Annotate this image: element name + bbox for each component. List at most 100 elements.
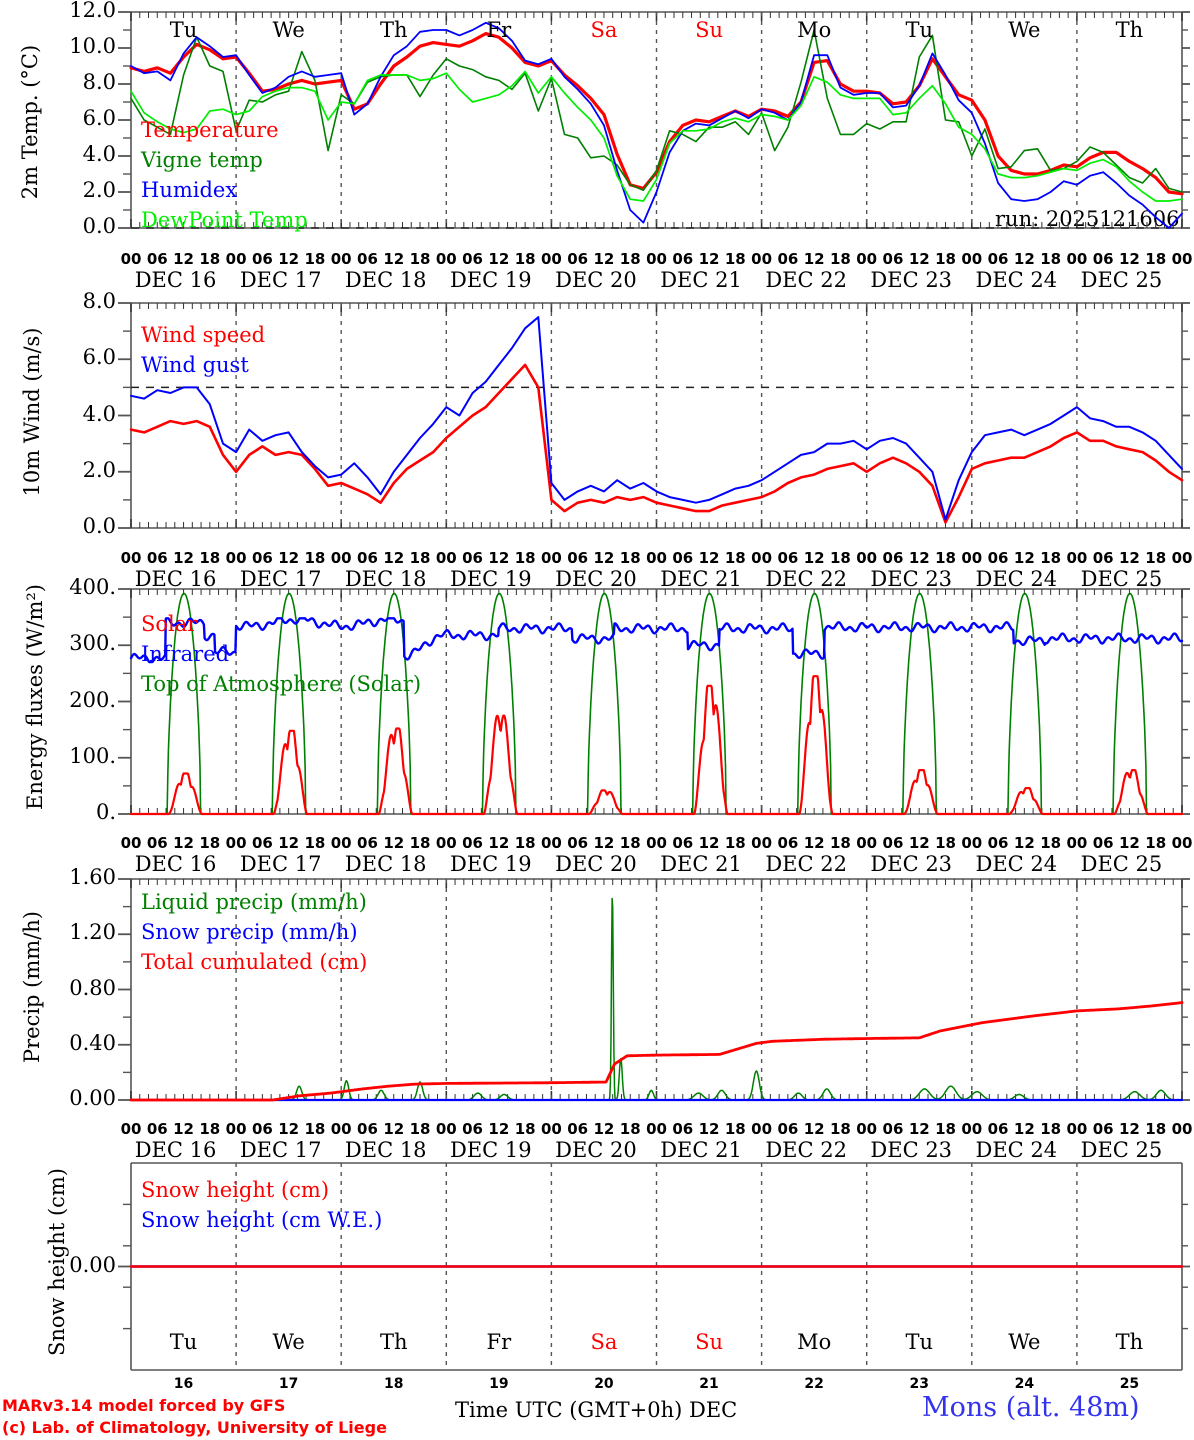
hour-tick-energy_fluxes-2-1: 06 bbox=[357, 834, 378, 852]
hour-tick-wind-9-1: 06 bbox=[1092, 549, 1114, 567]
hour-tick-temperature-6-2: 12 bbox=[803, 250, 825, 268]
weekday-label-temperature-8: We bbox=[1008, 18, 1041, 42]
hour-tick-energy_fluxes-0-2: 12 bbox=[173, 834, 194, 852]
date-label-wind-0: DEC 16 bbox=[134, 567, 217, 591]
y-tick-label-precip-0: 0.00 bbox=[69, 1086, 116, 1110]
y-tick-label-snow_height-0: 0.00 bbox=[69, 1252, 116, 1277]
y-tick-label-temperature-2: 4.0 bbox=[82, 142, 116, 166]
hour-tick-energy_fluxes-3-0: 00 bbox=[435, 834, 457, 852]
hour-tick-temperature-0-3: 18 bbox=[199, 250, 221, 268]
hour-tick-energy_fluxes-4-0: 00 bbox=[540, 834, 562, 852]
hour-tick-precip-9-2: 12 bbox=[1119, 1120, 1140, 1138]
weekday-label-temperature-3: Fr bbox=[486, 18, 512, 42]
y-tick-label-wind-1: 2.0 bbox=[82, 457, 116, 482]
y-tick-label-precip-3: 1.20 bbox=[69, 920, 116, 945]
bottom-day-number-3: 19 bbox=[489, 1376, 509, 1392]
date-label-precip-9: DEC 25 bbox=[1080, 1138, 1163, 1162]
date-label-precip-7: DEC 23 bbox=[870, 1138, 953, 1162]
date-label-energy_fluxes-4: DEC 20 bbox=[555, 852, 637, 876]
hour-tick-wind-9-0: 00 bbox=[1066, 549, 1088, 567]
run-label: run: 2025121606 bbox=[995, 207, 1180, 231]
hour-tick-temperature-4-1: 06 bbox=[567, 250, 589, 268]
hour-tick-temperature-9-0: 00 bbox=[1066, 250, 1088, 268]
hour-tick-energy_fluxes-1-2: 12 bbox=[278, 834, 300, 852]
hour-tick-temperature-1-0: 00 bbox=[225, 250, 247, 268]
hour-tick-precip-1-1: 06 bbox=[251, 1120, 273, 1138]
hour-tick-energy_fluxes-0-3: 18 bbox=[199, 834, 221, 852]
weekday-label-temperature-7: Tu bbox=[905, 18, 933, 42]
hour-tick-temperature-8-3: 18 bbox=[1040, 250, 1062, 268]
date-label-energy_fluxes-8: DEC 24 bbox=[975, 852, 1058, 876]
hour-tick-precip-9-0: 00 bbox=[1066, 1120, 1088, 1138]
hour-tick-energy_fluxes-1-3: 18 bbox=[304, 834, 326, 852]
hour-tick-precip-8-1: 06 bbox=[987, 1120, 1009, 1138]
x-axis-title: Time UTC (GMT+0h) DEC bbox=[455, 1398, 738, 1422]
hour-tick-temperature-3-0: 00 bbox=[435, 250, 457, 268]
legend-item-temperature-2: Humidex bbox=[141, 178, 238, 202]
hour-tick-precip-end: 00 bbox=[1171, 1120, 1193, 1138]
hour-tick-energy_fluxes-9-0: 00 bbox=[1066, 834, 1088, 852]
weekday-label-snow_height-9: Th bbox=[1115, 1330, 1144, 1354]
hour-tick-energy_fluxes-5-2: 12 bbox=[698, 834, 720, 852]
hour-tick-precip-9-3: 18 bbox=[1145, 1120, 1167, 1138]
hour-tick-precip-4-1: 06 bbox=[567, 1120, 589, 1138]
hour-tick-energy_fluxes-4-1: 06 bbox=[567, 834, 589, 852]
hour-tick-temperature-9-2: 12 bbox=[1119, 250, 1140, 268]
y-tick-label-wind-0: 0.0 bbox=[82, 514, 116, 538]
date-label-energy_fluxes-2: DEC 18 bbox=[344, 852, 427, 876]
legend-item-precip-2: Total cumulated (cm) bbox=[141, 950, 368, 974]
hour-tick-wind-7-1: 06 bbox=[882, 549, 904, 567]
hour-tick-energy_fluxes-1-1: 06 bbox=[251, 834, 273, 852]
y-tick-label-energy_fluxes-4: 400. bbox=[69, 575, 116, 599]
hour-tick-wind-6-1: 06 bbox=[777, 549, 799, 567]
hour-tick-precip-0-3: 18 bbox=[199, 1120, 221, 1138]
legend-item-temperature-1: Vigne temp bbox=[141, 148, 263, 172]
hour-tick-energy_fluxes-7-1: 06 bbox=[882, 834, 904, 852]
hour-tick-wind-5-3: 18 bbox=[724, 549, 746, 567]
date-label-wind-9: DEC 25 bbox=[1080, 567, 1163, 591]
hour-tick-wind-2-2: 12 bbox=[383, 549, 405, 567]
hour-tick-wind-2-1: 06 bbox=[357, 549, 378, 567]
hour-tick-wind-2-3: 18 bbox=[409, 549, 431, 567]
hour-tick-wind-4-1: 06 bbox=[567, 549, 589, 567]
hour-tick-wind-3-0: 00 bbox=[435, 549, 457, 567]
legend-item-temperature-3: DewPoint Temp bbox=[141, 208, 308, 232]
hour-tick-wind-7-0: 00 bbox=[856, 549, 878, 567]
hour-tick-wind-5-0: 00 bbox=[646, 549, 667, 567]
hour-tick-precip-1-3: 18 bbox=[304, 1120, 326, 1138]
hour-tick-precip-1-0: 00 bbox=[225, 1120, 247, 1138]
hour-tick-wind-6-3: 18 bbox=[829, 549, 851, 567]
y-tick-label-temperature-4: 8.0 bbox=[82, 70, 116, 94]
hour-tick-precip-2-3: 18 bbox=[409, 1120, 431, 1138]
hour-tick-temperature-0-1: 06 bbox=[146, 250, 168, 268]
panel-temperature: 2m Temp. (°C) run: 2025121606 bbox=[0, 0, 1194, 290]
legend-item-energy_fluxes-1: Infrared bbox=[141, 642, 230, 666]
bottom-day-number-6: 22 bbox=[804, 1376, 824, 1392]
weekday-label-snow_height-6: Mo bbox=[797, 1330, 832, 1354]
date-label-precip-6: DEC 22 bbox=[765, 1138, 847, 1162]
weekday-label-snow_height-8: We bbox=[1008, 1330, 1041, 1354]
date-label-temperature-1: DEC 17 bbox=[239, 268, 322, 292]
weekday-label-temperature-6: Mo bbox=[797, 18, 832, 42]
hour-tick-wind-7-3: 18 bbox=[935, 549, 956, 567]
hour-tick-wind-5-1: 06 bbox=[672, 549, 694, 567]
legend-item-snow_height-1: Snow height (cm W.E.) bbox=[141, 1208, 383, 1232]
station-label: Mons (alt. 48m) bbox=[922, 1392, 1140, 1423]
hour-tick-energy_fluxes-9-3: 18 bbox=[1145, 834, 1167, 852]
hour-tick-energy_fluxes-8-2: 12 bbox=[1013, 834, 1035, 852]
date-label-energy_fluxes-0: DEC 16 bbox=[134, 852, 217, 876]
hour-tick-temperature-5-3: 18 bbox=[724, 250, 746, 268]
hour-tick-temperature-4-3: 18 bbox=[619, 250, 641, 268]
hour-tick-temperature-2-1: 06 bbox=[357, 250, 378, 268]
hour-tick-energy_fluxes-6-3: 18 bbox=[829, 834, 851, 852]
weekday-label-snow_height-0: Tu bbox=[169, 1330, 198, 1354]
y-tick-label-temperature-5: 10.0 bbox=[69, 34, 116, 58]
hour-tick-temperature-2-0: 00 bbox=[330, 250, 352, 268]
hour-tick-precip-6-2: 12 bbox=[803, 1120, 825, 1138]
hour-tick-temperature-8-2: 12 bbox=[1013, 250, 1035, 268]
date-label-temperature-9: DEC 25 bbox=[1080, 268, 1163, 292]
hour-tick-energy_fluxes-2-3: 18 bbox=[409, 834, 431, 852]
hour-tick-wind-0-1: 06 bbox=[146, 549, 168, 567]
hour-tick-wind-4-0: 00 bbox=[540, 549, 562, 567]
date-label-temperature-3: DEC 19 bbox=[450, 268, 532, 292]
